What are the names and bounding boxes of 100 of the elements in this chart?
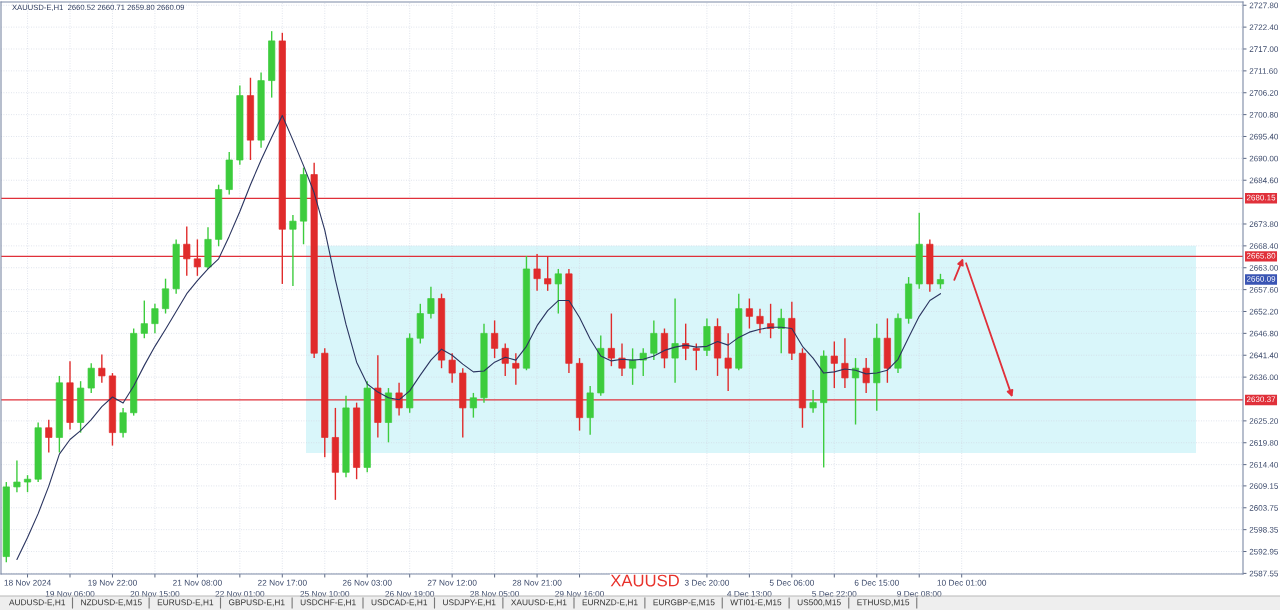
candlestick — [809, 389, 817, 414]
text: XAUUSD-E,H1 — [511, 599, 567, 607]
y-tick-label: 2657.60 — [1249, 286, 1279, 293]
candlestick — [87, 362, 95, 394]
x-tick-label: 28 Nov 21:00 — [512, 579, 562, 586]
y-tick-label: 2700.80 — [1249, 111, 1279, 118]
text: US500,M15 — [797, 599, 841, 607]
candlestick — [45, 418, 53, 454]
candlestick — [162, 277, 170, 315]
y-tick-label: 2652.20 — [1249, 308, 1279, 315]
y-tick-label: 2587.55 — [1249, 570, 1279, 577]
y-tick-label: 2614.40 — [1249, 461, 1279, 468]
text: USDJPY-E,H1 — [443, 599, 496, 607]
candlestick — [119, 407, 127, 439]
y-tick-label: 2673.80 — [1249, 221, 1279, 227]
x-tick-label: 22 Nov 17:00 — [257, 579, 307, 586]
x-tick-label: 19 Nov 22:00 — [88, 579, 137, 586]
text: EURNZD-E,H1 — [582, 599, 638, 607]
y-tick-label: 2646.80 — [1249, 330, 1279, 337]
candlestick — [841, 337, 849, 389]
candlestick — [469, 392, 477, 419]
candlestick — [618, 342, 626, 377]
text: USDCAD-E,H1 — [371, 599, 428, 607]
candlestick — [682, 322, 690, 361]
y-tick-label: 2717.00 — [1249, 46, 1279, 52]
candlestick — [491, 319, 499, 359]
y-tick-label: 2706.20 — [1249, 90, 1279, 96]
y-tick-label: 2625.20 — [1249, 418, 1279, 424]
x-tick-label: 5 Dec 06:00 — [769, 579, 814, 586]
y-tick-label: 2722.40 — [1249, 24, 1279, 31]
y-tick-label: 2619.80 — [1249, 440, 1279, 446]
x-tick-label: 19 Nov 06:00 — [45, 590, 95, 597]
candlestick — [692, 342, 700, 371]
candlestick — [830, 340, 838, 389]
text: EURGBP-E,M15 — [653, 599, 715, 607]
candlestick — [13, 459, 21, 493]
candlestick — [650, 319, 658, 361]
candlestick — [607, 312, 615, 367]
candlestick — [183, 225, 191, 277]
ref-line-label: 2630.37 — [1246, 396, 1276, 403]
candlestick — [151, 303, 159, 335]
x-tick-label: 5 Dec 22:00 — [812, 590, 857, 597]
text: ETHUSD,M15 — [857, 599, 910, 607]
candlestick — [862, 357, 870, 394]
x-tick-label: 28 Nov 05:00 — [470, 590, 520, 597]
x-tick-label: 4 Dec 13:00 — [727, 590, 772, 597]
candlestick — [671, 297, 679, 384]
y-tick-label: 2603.75 — [1249, 505, 1279, 511]
x-tick-label: 6 Dec 15:00 — [854, 579, 899, 586]
ref-line-label: 2665.80 — [1246, 252, 1276, 259]
x-tick-label: 21 Nov 08:00 — [173, 579, 222, 586]
text: WTI01-E,M15 — [730, 599, 782, 607]
text: EURUSD-E,H1 — [157, 599, 214, 607]
x-tick-label: 26 Nov 19:00 — [385, 590, 435, 597]
text: XAUUSD — [610, 574, 679, 587]
y-tick-label: 2598.35 — [1249, 526, 1279, 533]
x-tick-label: 22 Nov 01:00 — [215, 590, 265, 597]
text: USDCHF-E,H1 — [300, 599, 356, 607]
candlestick — [756, 307, 764, 335]
candlestick — [140, 299, 148, 339]
x-tick-label: 29 Nov 16:00 — [555, 590, 604, 597]
candlestick — [724, 332, 732, 392]
y-tick-label: 2690.00 — [1249, 155, 1279, 162]
line-series — [16, 114, 942, 560]
candlestick — [427, 286, 435, 320]
candlestick — [629, 347, 637, 386]
x-tick-label: 9 Dec 08:00 — [897, 590, 942, 597]
candlestick — [544, 255, 552, 292]
y-tick-label: 2711.60 — [1249, 68, 1278, 74]
candlestick — [852, 357, 860, 426]
candlestick — [395, 382, 403, 417]
candlestick — [777, 307, 785, 354]
y-tick-label: 2636.00 — [1249, 374, 1279, 381]
y-tick-label: 2684.60 — [1249, 177, 1279, 184]
x-tick-label: 26 Nov 03:00 — [342, 579, 392, 586]
x-tick-label: 25 Nov 10:00 — [300, 590, 350, 597]
x-tick-label: 20 Nov 15:00 — [130, 590, 180, 597]
candlestick — [512, 352, 520, 386]
x-tick-label: 27 Nov 12:00 — [427, 579, 477, 586]
text: AUDUSD-E,H1 — [9, 599, 66, 607]
y-tick-label: 2727.80 — [1249, 2, 1279, 9]
candlestick — [193, 238, 201, 277]
x-tick-label: 3 Dec 20:00 — [684, 579, 730, 586]
candlestick — [554, 268, 562, 315]
candlestick — [745, 297, 753, 330]
candlestick — [501, 342, 509, 377]
candlestick — [639, 347, 647, 377]
y-tick-label: 2695.40 — [1249, 133, 1279, 140]
candlestick — [448, 352, 456, 384]
y-tick-label: 2592.95 — [1249, 548, 1279, 555]
x-tick-label: 10 Dec 01:00 — [937, 579, 987, 586]
y-tick-label: 2668.40 — [1249, 243, 1279, 249]
y-tick-label: 2641.40 — [1249, 352, 1279, 359]
text: GBPUSD-E,H1 — [228, 599, 285, 607]
text: 2660.09 — [1246, 275, 1276, 282]
text: NZDUSD-E,M15 — [81, 599, 142, 607]
candlestick — [98, 353, 106, 384]
x-tick-label: 18 Nov 2024 — [4, 579, 51, 586]
ref-line-label: 2680.15 — [1246, 194, 1276, 201]
y-tick-label: 2663.00 — [1249, 265, 1279, 271]
